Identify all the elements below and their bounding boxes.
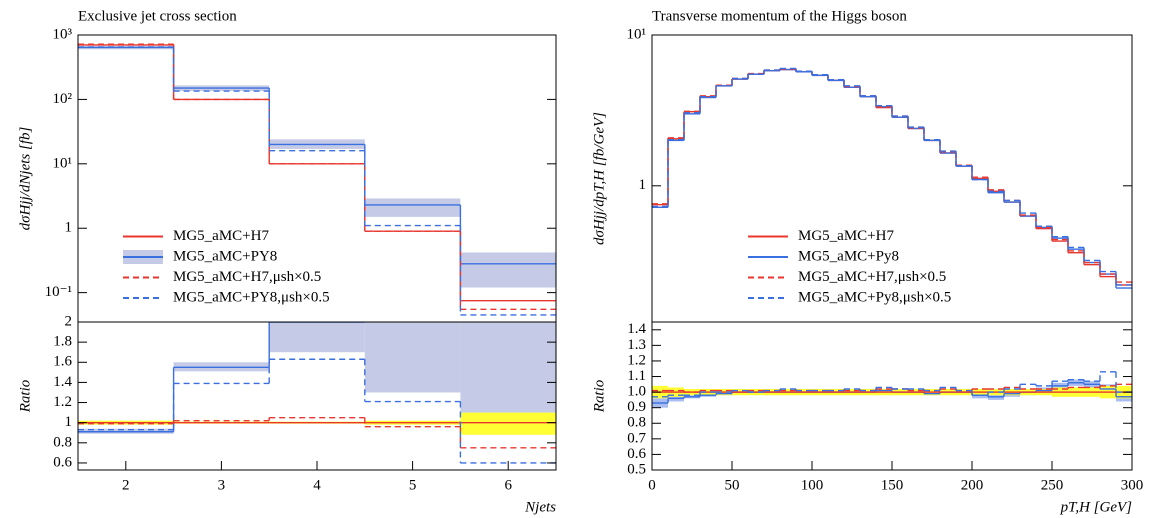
x-tick-label: 100 — [801, 477, 824, 493]
x-tick-label: 6 — [504, 477, 512, 493]
y-tick-label: 1 — [65, 414, 73, 430]
x-tick-label: 3 — [218, 477, 226, 493]
y-tick-label: 1.3 — [627, 337, 646, 353]
x-tick-label: 5 — [409, 477, 417, 493]
uncertainty-band — [460, 322, 556, 413]
y-tick-label: 1 — [65, 220, 73, 236]
uncertainty-band — [269, 322, 365, 353]
x-tick-label: 4 — [313, 477, 321, 493]
y-tick-label: 1.8 — [53, 334, 72, 350]
y-tick-label: 1.2 — [53, 394, 72, 410]
y-tick-label: 10³ — [53, 26, 73, 42]
y-tick-label: 10² — [53, 91, 73, 107]
x-tick-label: 2 — [122, 477, 130, 493]
y-tick-label: 1.2 — [627, 352, 646, 368]
uncertainty-band — [460, 412, 556, 435]
y-tick-label: 1.0 — [627, 384, 646, 400]
plot-area — [78, 322, 556, 464]
legend-label: MG5_aMC+H7,μsh×0.5 — [798, 269, 946, 285]
plot-area — [78, 43, 556, 316]
panel-title: Exclusive jet cross section — [78, 8, 237, 24]
y-tick-label: 10¹ — [53, 155, 73, 171]
plot-area — [652, 67, 1132, 289]
y-tick-label: 0.7 — [627, 430, 646, 446]
y-tick-label: 0.6 — [53, 454, 72, 470]
legend-label: MG5_aMC+PY8 — [173, 248, 277, 264]
uncertainty-band — [364, 322, 461, 393]
uncertainty-band — [364, 198, 461, 217]
legend-label: MG5_aMC+H7,μsh×0.5 — [173, 269, 321, 285]
y-tick-label: 1.6 — [53, 354, 72, 370]
legend-label: MG5_aMC+H7 — [798, 228, 894, 244]
legend-label: MG5_aMC+PY8,μsh×0.5 — [173, 289, 330, 305]
y-tick-label: 10⁻¹ — [45, 284, 72, 300]
x-axis-label: pT,H [GeV] — [1060, 499, 1133, 515]
y-axis-label: dσHjj/dpT,H [fb/GeV] — [591, 112, 607, 245]
y-tick-label: 1 — [639, 177, 647, 193]
y-tick-label: 2 — [65, 313, 73, 329]
x-axis-label: Njets — [524, 499, 556, 515]
y-tick-label: 1.4 — [53, 374, 72, 390]
plot-area — [652, 371, 1132, 408]
y-tick-label: 10¹ — [627, 26, 647, 42]
x-tick-label: 200 — [961, 477, 984, 493]
y-axis-label: Ratio — [591, 379, 607, 413]
y-axis-label: Ratio — [17, 379, 33, 413]
x-tick-label: 0 — [648, 477, 656, 493]
y-axis-label: dσHjj/dNjets [fb] — [17, 127, 33, 231]
x-tick-label: 50 — [725, 477, 740, 493]
legend-label: MG5_aMC+Py8 — [798, 248, 899, 264]
x-tick-label: 300 — [1121, 477, 1144, 493]
x-tick-label: 250 — [1041, 477, 1064, 493]
y-tick-label: 1.4 — [627, 321, 646, 337]
y-tick-label: 0.6 — [627, 446, 646, 462]
panel-title: Transverse momentum of the Higgs boson — [652, 8, 907, 24]
uncertainty-band — [460, 252, 556, 288]
legend-label: MG5_aMC+H7 — [173, 228, 269, 244]
y-tick-label: 1.1 — [627, 368, 646, 384]
y-tick-label: 0.5 — [627, 461, 646, 477]
y-tick-label: 0.9 — [627, 399, 646, 415]
x-tick-label: 150 — [881, 477, 904, 493]
y-tick-label: 0.8 — [53, 434, 72, 450]
legend-label: MG5_aMC+Py8,μsh×0.5 — [798, 289, 951, 305]
y-tick-label: 0.8 — [627, 415, 646, 431]
